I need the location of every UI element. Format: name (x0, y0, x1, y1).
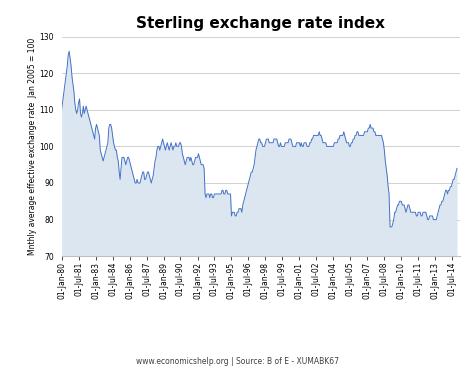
Y-axis label: Mnthly average effective exchange rate  Jan 2005 = 100: Mnthly average effective exchange rate J… (27, 38, 36, 255)
Title: Sterling exchange rate index: Sterling exchange rate index (136, 16, 385, 31)
Text: www.economicshelp.org | Source: B of E - XUMABK67: www.economicshelp.org | Source: B of E -… (136, 357, 338, 366)
